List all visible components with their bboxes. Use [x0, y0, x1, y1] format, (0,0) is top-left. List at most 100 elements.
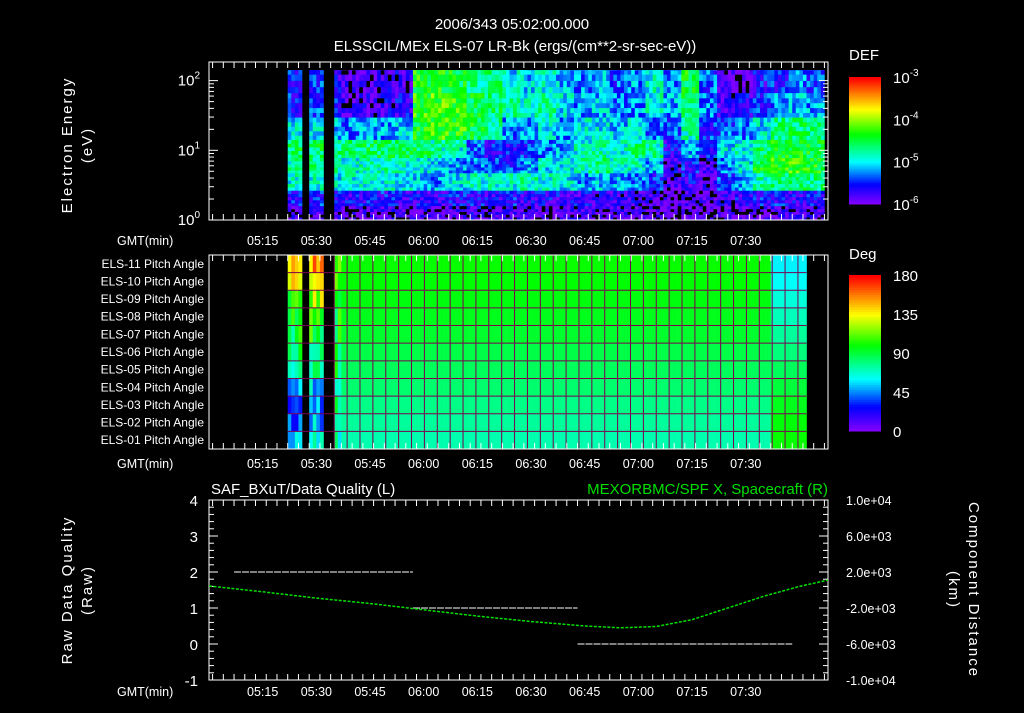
spectrogram-cell — [817, 113, 821, 118]
spectrogram-cell — [660, 191, 664, 194]
spectrogram-cell — [395, 151, 399, 155]
spectrogram-cell — [298, 173, 302, 177]
spectrogram-cell — [599, 103, 603, 108]
spectrogram-cell — [610, 147, 614, 151]
spectrogram-cell — [628, 127, 632, 132]
spectrogram-cell — [789, 158, 793, 161]
spectrogram-cell — [420, 140, 424, 144]
spectrogram-cell — [517, 147, 521, 151]
spectrogram-cell — [366, 184, 370, 188]
spectrogram-cell — [495, 173, 499, 177]
spectrogram-cell — [313, 140, 317, 144]
spectrogram-cell — [291, 164, 295, 167]
spectrogram-cell — [617, 203, 621, 206]
spectrogram-cell — [667, 103, 671, 108]
spectrogram-cell — [374, 187, 378, 191]
spectrogram-cell — [402, 161, 406, 164]
spectrogram-cell — [731, 158, 735, 161]
spectrogram-cell — [699, 98, 703, 103]
spectrogram-cell — [570, 147, 574, 151]
spectrogram-cell — [538, 147, 542, 151]
spectrogram-cell — [470, 167, 474, 170]
spectrogram-cell — [427, 197, 431, 200]
spectrogram-cell — [799, 161, 803, 164]
spectrogram-cell — [631, 122, 635, 127]
spectrogram-cell — [352, 151, 356, 155]
spectrogram-cell — [592, 151, 596, 155]
spectrogram-cell — [349, 103, 353, 108]
spectrogram-cell — [291, 170, 295, 173]
spectrogram-cell — [681, 200, 685, 203]
spectrogram-cell — [456, 122, 460, 127]
spectrogram-cell — [510, 151, 514, 155]
spectrogram-cell — [449, 122, 453, 127]
spectrogram-cell — [699, 170, 703, 173]
spectrogram-cell — [663, 191, 667, 194]
spectrogram-cell — [370, 93, 374, 98]
spectrogram-cell — [338, 191, 342, 194]
spectrogram-cell — [395, 103, 399, 108]
spectrogram-cell — [688, 203, 692, 206]
spectrogram-cell — [581, 70, 585, 75]
spectrogram-cell — [567, 93, 571, 98]
spectrogram-cell — [527, 87, 531, 94]
spectrogram-cell — [485, 108, 489, 113]
spectrogram-cell — [531, 93, 535, 98]
spectrogram-cell — [624, 187, 628, 191]
spectrogram-cell — [334, 200, 338, 203]
spectrogram-cell — [807, 87, 811, 94]
spectrogram-cell — [592, 147, 596, 151]
spectrogram-cell — [667, 187, 671, 191]
spectrogram-cell — [789, 167, 793, 170]
spectrogram-cell — [406, 170, 410, 173]
spectrogram-cell — [599, 197, 603, 200]
spectrogram-cell — [359, 127, 363, 132]
spectrogram-cell — [345, 74, 349, 81]
spectrogram-cell — [388, 147, 392, 151]
spectrogram-cell — [760, 191, 764, 194]
spectrogram-cell — [717, 140, 721, 144]
spectrogram-cell — [470, 118, 474, 123]
spectrogram-cell — [427, 140, 431, 144]
spectrogram-cell — [370, 108, 374, 113]
spectrogram-cell — [807, 173, 811, 177]
spectrogram-cell — [563, 197, 567, 200]
spectrogram-cell — [352, 177, 356, 181]
spectrogram-cell — [288, 184, 292, 188]
spectrogram-cell — [298, 122, 302, 127]
spectrogram-cell — [531, 87, 535, 94]
spectrogram-cell — [488, 140, 492, 144]
spectrogram-cell — [477, 187, 481, 191]
spectrogram-cell — [714, 170, 718, 173]
spectrogram-cell — [656, 203, 660, 206]
spectrogram-cell — [288, 81, 292, 88]
spectrogram-cell — [377, 197, 381, 200]
spectrogram-cell — [495, 113, 499, 118]
spectrogram-cell — [742, 118, 746, 123]
spectrogram-cell — [560, 184, 564, 188]
spectrogram-cell — [452, 200, 456, 203]
spectrogram-cell — [581, 131, 585, 136]
spectrogram-cell — [320, 161, 324, 164]
spectrogram-cell — [592, 191, 596, 194]
spectrogram-cell — [710, 127, 714, 132]
spectrogram-cell — [681, 103, 685, 108]
spectrogram-cell — [760, 108, 764, 113]
spectrogram-cell — [359, 113, 363, 118]
spectrogram-cell — [581, 98, 585, 103]
spectrogram-cell — [585, 158, 589, 161]
spectrogram-cell — [517, 103, 521, 108]
spectrogram-cell — [402, 184, 406, 188]
spectrogram-cell — [667, 177, 671, 181]
spectrogram-cell — [377, 70, 381, 75]
spectrogram-cell — [359, 147, 363, 151]
spectrogram-cell — [681, 187, 685, 191]
spectrogram-cell — [731, 93, 735, 98]
spectrogram-cell — [681, 161, 685, 164]
spectrogram-cell — [552, 93, 556, 98]
spectrogram-cell — [678, 140, 682, 144]
spectrogram-cell — [291, 103, 295, 108]
spectrogram-cell — [477, 140, 481, 144]
spectrogram-cell — [338, 81, 342, 88]
spectrogram-cell — [603, 108, 607, 113]
